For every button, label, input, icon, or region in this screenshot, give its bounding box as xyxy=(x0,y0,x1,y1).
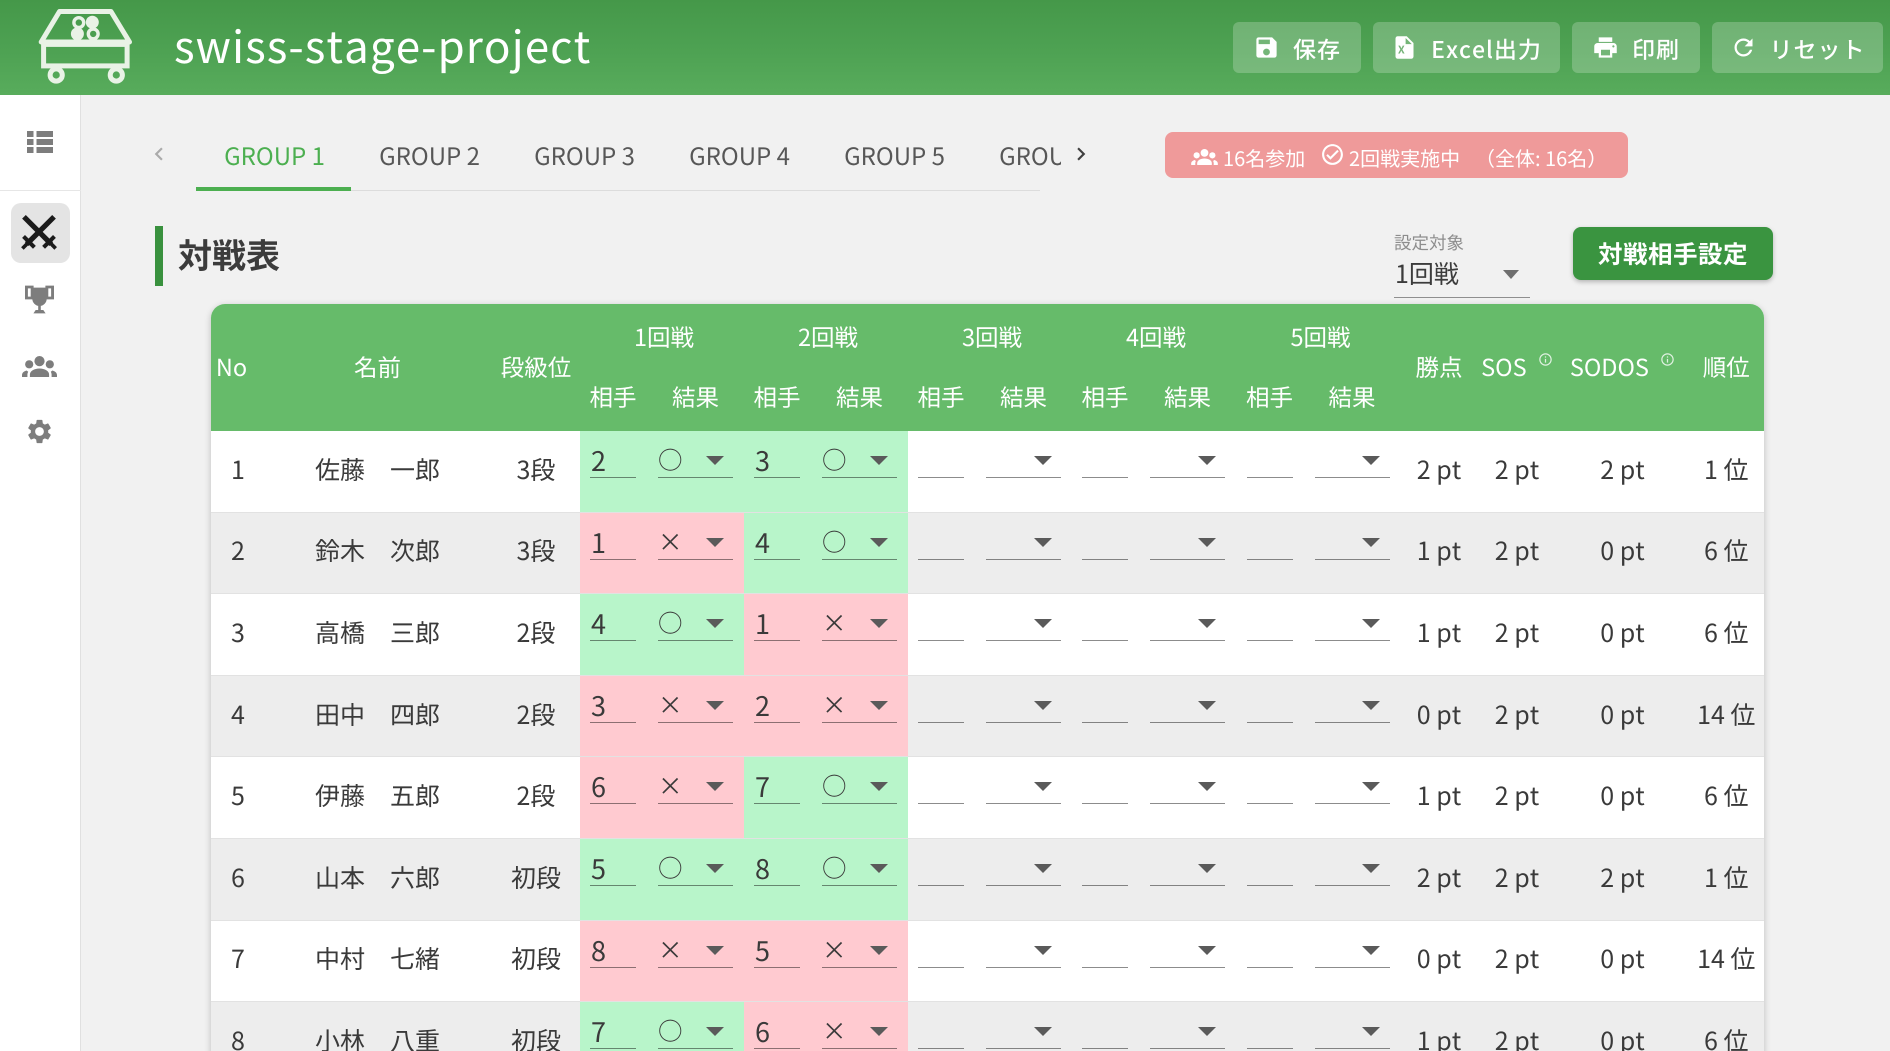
svg-text:X: X xyxy=(1398,43,1406,58)
